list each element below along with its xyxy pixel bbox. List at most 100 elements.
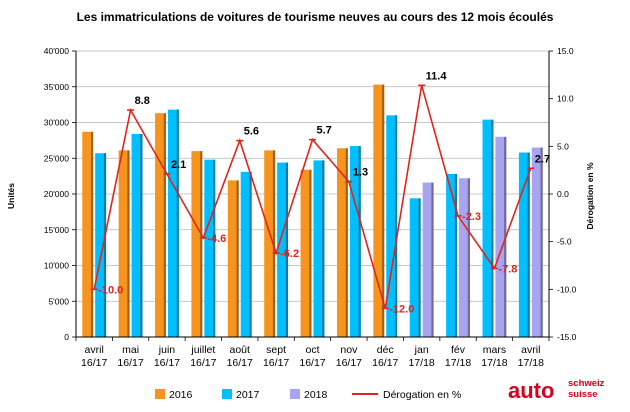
x-category-year: 16/17 <box>263 357 289 369</box>
bar-2017 <box>277 162 289 337</box>
x-category-year: 16/17 <box>154 357 180 369</box>
y-axis-title: Unités <box>6 183 16 209</box>
x-category-label: juin <box>158 344 176 356</box>
x-category-year: 16/17 <box>117 357 143 369</box>
auto-schweiz-logo: auto schweiz suisse <box>508 378 605 403</box>
legend-label-derogation: Dérogation en % <box>383 389 461 401</box>
logo-auto: auto <box>508 378 554 403</box>
derogation-data-label: -2.3 <box>462 211 481 223</box>
x-category-year: 16/17 <box>227 357 253 369</box>
bar-shadow <box>285 162 289 337</box>
bar-2018 <box>422 182 434 337</box>
y2-tick-label: 5.0 <box>557 141 569 151</box>
x-category-label: nov <box>340 344 358 356</box>
legend-label-2018: 2018 <box>304 389 328 401</box>
bar-shadow <box>163 113 166 337</box>
legend-label-2017: 2017 <box>236 389 260 401</box>
logo-suisse: suisse <box>568 389 598 400</box>
x-category-label: fév <box>451 344 466 356</box>
chart-title: Les immatriculations de voitures de tour… <box>77 10 554 24</box>
y-tick-label: 35'000 <box>44 82 70 92</box>
bar-shadow <box>140 133 143 337</box>
logo-schweiz: schweiz <box>568 378 605 389</box>
x-category-year: 16/17 <box>81 357 107 369</box>
bar-shadow <box>527 152 530 337</box>
bar-shadow <box>236 180 239 337</box>
bar-shadow <box>103 153 107 337</box>
legend-swatch-2018 <box>290 389 300 399</box>
bar-shadow <box>309 169 312 337</box>
bar-shadow <box>249 171 252 337</box>
legend-swatch-2016 <box>155 389 165 399</box>
x-category-year: 17/18 <box>445 357 471 369</box>
x-category-label: avril <box>521 344 540 356</box>
y2-tick-label: 0.0 <box>557 189 569 199</box>
bar-2017 <box>482 119 494 337</box>
bar-shadow <box>272 150 276 337</box>
y2-tick-label: -15.0 <box>557 332 577 342</box>
bar-2017 <box>313 160 325 337</box>
x-category-year: 16/17 <box>190 357 216 369</box>
legend-swatch-2017 <box>222 389 232 399</box>
y2-tick-label: -5.0 <box>557 237 572 247</box>
bar-2017 <box>95 153 107 337</box>
grid <box>76 50 549 302</box>
x-category-label: mars <box>483 344 506 356</box>
bar-shadow <box>382 84 385 337</box>
bar-shadow <box>90 131 94 337</box>
category-labels: avril16/17mai16/17juin16/17juillet16/17a… <box>81 344 544 369</box>
x-category-year: 17/18 <box>409 357 435 369</box>
derogation-data-label: 11.4 <box>426 70 448 82</box>
derogation-data-label: 8.8 <box>135 95 150 107</box>
bar-2016 <box>82 131 94 337</box>
bar-shadow <box>431 182 434 337</box>
bar-2016 <box>191 151 203 337</box>
legend-label-2016: 2016 <box>169 389 193 401</box>
bar-2017 <box>167 109 179 337</box>
x-category-year: 16/17 <box>336 357 362 369</box>
y-tick-label: 20'000 <box>44 189 70 199</box>
x-category-year: 17/18 <box>481 357 507 369</box>
bar-shadow <box>322 160 325 337</box>
derogation-data-label: 2.1 <box>171 159 186 171</box>
axes <box>72 50 553 341</box>
x-category-label: jan <box>414 344 429 356</box>
x-category-label: mai <box>122 344 139 356</box>
x-category-label: août <box>230 344 251 356</box>
bar-2017 <box>446 173 458 337</box>
bar-2016 <box>300 169 312 337</box>
bar-2018 <box>459 178 470 337</box>
x-category-year: 16/17 <box>372 357 398 369</box>
bar-2017 <box>240 171 252 337</box>
bar-shadow <box>200 151 203 337</box>
x-category-label: avril <box>85 344 104 356</box>
derogation-data-label: 5.7 <box>317 125 332 137</box>
bar-2016 <box>118 150 130 337</box>
derogation-data-label: 2.7 <box>535 153 550 165</box>
bar-shadow <box>454 173 458 337</box>
bar-shadow <box>467 178 470 337</box>
bar-shadow <box>345 148 348 337</box>
y-tick-label: 40'000 <box>44 46 70 56</box>
bar-shadow <box>540 147 543 337</box>
y2-tick-label: 10.0 <box>557 94 574 104</box>
bar-2016 <box>155 113 166 337</box>
bar-shadow <box>394 115 398 337</box>
x-category-year: 17/18 <box>518 357 544 369</box>
derogation-data-label: -4.6 <box>207 233 226 245</box>
bar-2016 <box>336 148 348 337</box>
y-tick-label: 0 <box>64 332 69 342</box>
y2-tick-label: 15.0 <box>557 46 574 56</box>
bar-shadow <box>358 146 361 337</box>
tick-labels: 0 5'000 10'000 15'000 20'000 25'000 30'000 35'0… <box>44 46 577 342</box>
legend: 2016 2017 2018 Dérogation en % <box>155 389 461 401</box>
bar-2017 <box>386 115 398 337</box>
x-category-label: juillet <box>190 344 215 356</box>
x-category-year: 16/17 <box>299 357 325 369</box>
bar-shadow <box>491 119 494 337</box>
derogation-line-layer: -10.0 8.8 2.1 -4.6 5.6 -6.2 5.7 1.3 -12.0 11.4 -2.… <box>90 70 550 315</box>
bar-2017 <box>409 198 421 337</box>
bar-shadow <box>418 198 421 337</box>
x-category-label: déc <box>377 344 394 356</box>
bar-shadow <box>127 150 130 337</box>
